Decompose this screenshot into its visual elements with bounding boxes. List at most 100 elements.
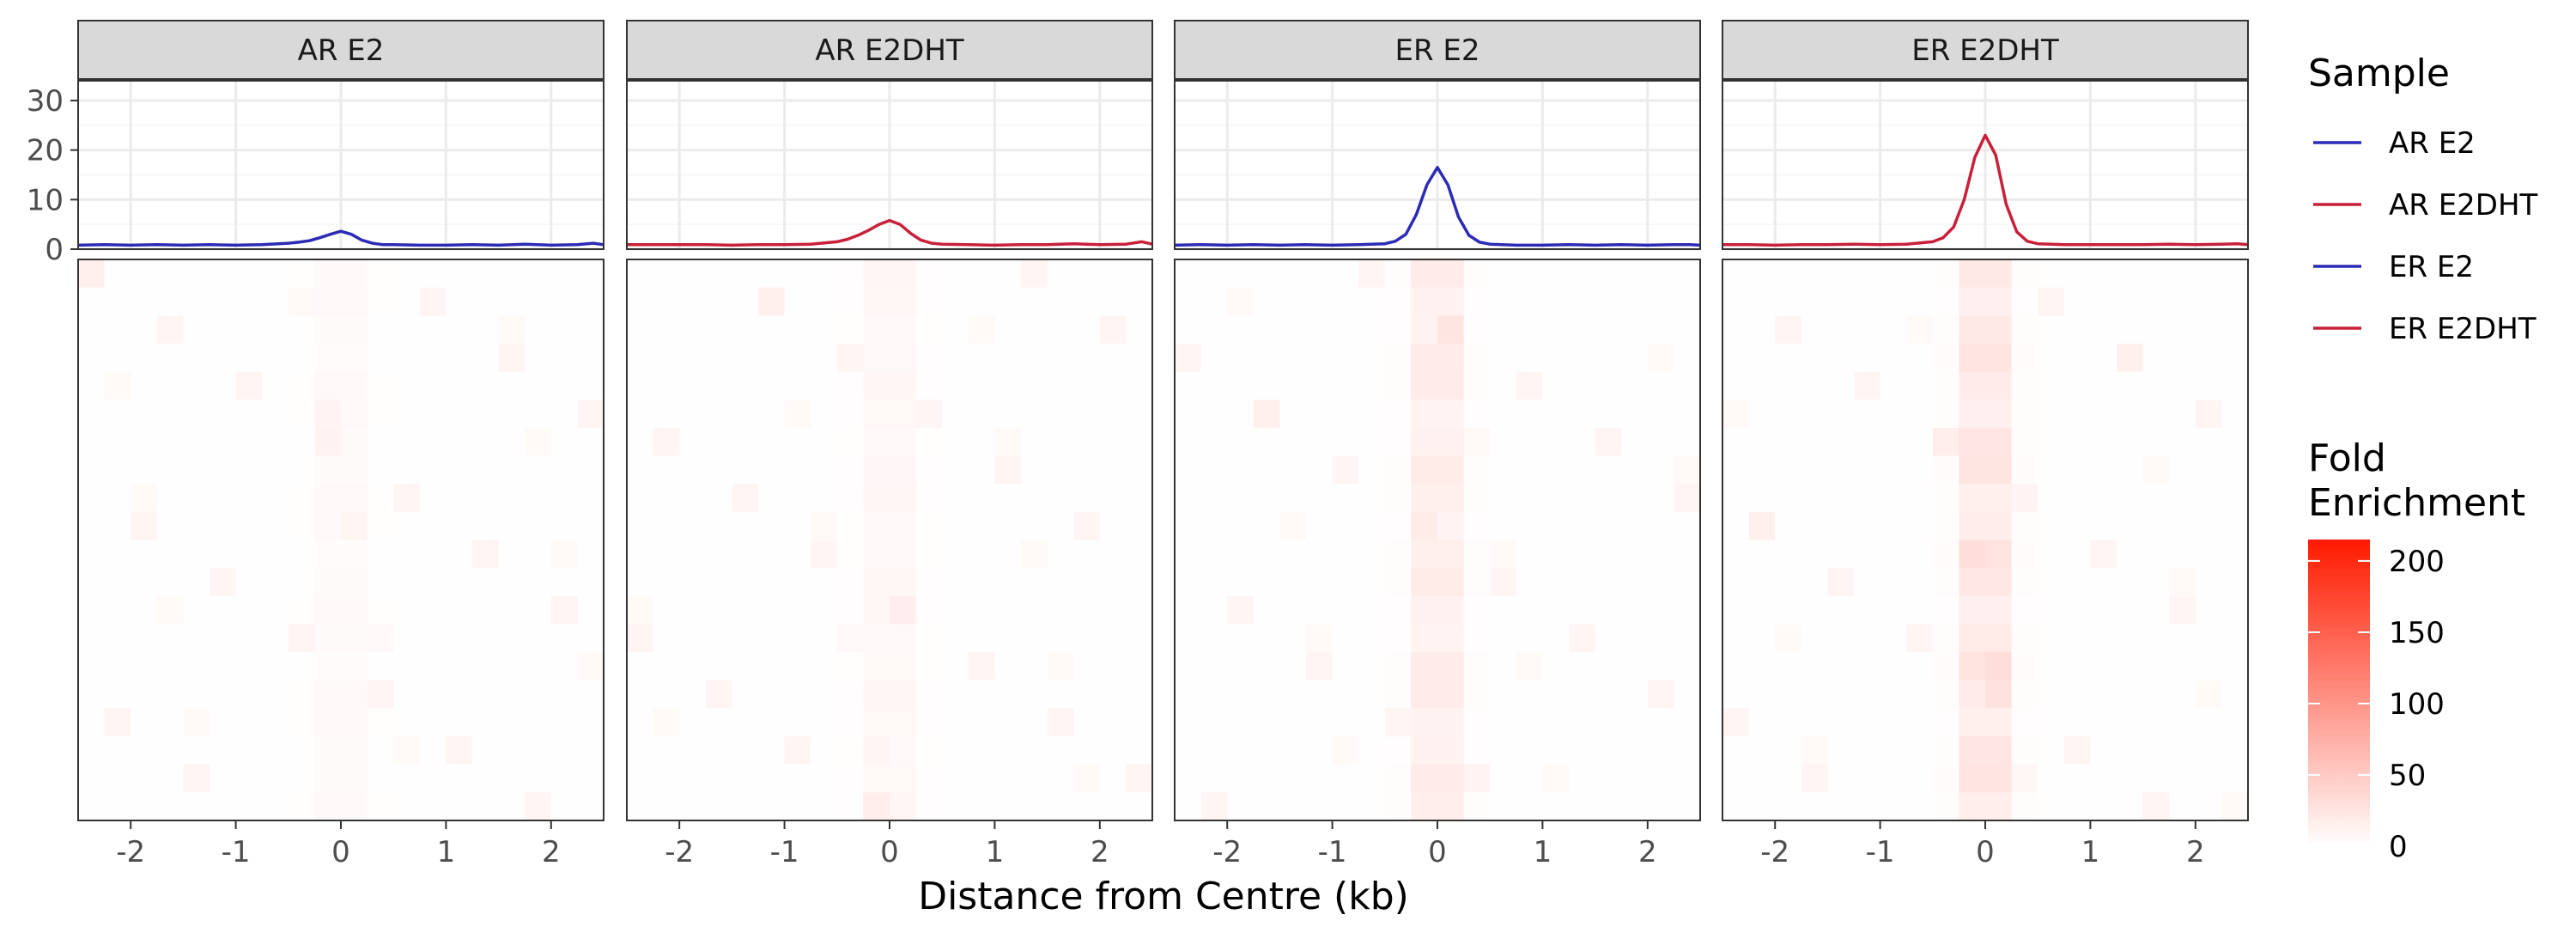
heatmap-cell bbox=[341, 427, 368, 457]
heatmap-cell bbox=[288, 680, 315, 709]
heatmap-cell bbox=[1073, 315, 1101, 345]
facet-er-e2: ER E2 bbox=[1174, 20, 1701, 821]
heatmap-cell bbox=[1959, 399, 1986, 429]
heatmap-cell bbox=[942, 568, 969, 597]
heatmap-cell bbox=[1621, 427, 1649, 457]
heatmap-cell bbox=[2169, 343, 2196, 373]
heatmap-cell bbox=[1047, 708, 1074, 737]
heatmap-cell bbox=[419, 595, 447, 625]
heatmap-cell bbox=[1175, 455, 1202, 485]
heatmap-cell bbox=[446, 455, 473, 485]
heatmap-cell bbox=[577, 764, 605, 793]
heatmap-cell bbox=[2195, 764, 2222, 793]
heatmap-cell bbox=[472, 287, 500, 316]
x-tick-label: 1 bbox=[2081, 835, 2100, 869]
heatmap-cell bbox=[1099, 371, 1127, 400]
heatmap-cell bbox=[811, 764, 838, 793]
heatmap-cell bbox=[1674, 568, 1701, 597]
heatmap-cell bbox=[758, 680, 786, 709]
heatmap-cell bbox=[1775, 343, 1802, 373]
heatmap-cell bbox=[2090, 568, 2117, 597]
heatmap-cell bbox=[1595, 540, 1622, 569]
heatmap-cell bbox=[419, 736, 447, 765]
colorbar-tick-label: 200 bbox=[2389, 545, 2445, 579]
heatmap-cell bbox=[811, 287, 838, 316]
heatmap-cell bbox=[2117, 315, 2144, 345]
heatmap-cell bbox=[1200, 484, 1228, 513]
heatmap-cell bbox=[863, 708, 890, 737]
heatmap-cell bbox=[577, 595, 605, 625]
heatmap-cell bbox=[627, 792, 654, 821]
heatmap-cell bbox=[1674, 399, 1701, 429]
heatmap-cell bbox=[1099, 540, 1127, 569]
heatmap-cell bbox=[78, 595, 106, 625]
heatmap-cell bbox=[1932, 511, 1959, 541]
heatmap-cell bbox=[1621, 511, 1649, 541]
heatmap-cell bbox=[758, 399, 786, 429]
heatmap-cell bbox=[2038, 315, 2065, 345]
heatmap-cell bbox=[863, 652, 890, 681]
heatmap-cell bbox=[653, 259, 680, 289]
heatmap-cell bbox=[1595, 343, 1622, 373]
heatmap-cell bbox=[1647, 792, 1674, 821]
heatmap-cell bbox=[1306, 484, 1334, 513]
heatmap-cell bbox=[679, 371, 707, 400]
heatmap-cell bbox=[2169, 680, 2196, 709]
heatmap-cell bbox=[784, 287, 811, 316]
heatmap-cell bbox=[1595, 764, 1622, 793]
heatmap-cell bbox=[1569, 680, 1596, 709]
heatmap-cell bbox=[1595, 680, 1622, 709]
heatmap-cell bbox=[1253, 595, 1280, 625]
heatmap-cell bbox=[968, 624, 995, 653]
heatmap-cell bbox=[1516, 259, 1543, 289]
heatmap-cell bbox=[1332, 315, 1359, 345]
heatmap-cell bbox=[2221, 427, 2249, 457]
heatmap-cell bbox=[2063, 708, 2091, 737]
heatmap-cell bbox=[1854, 652, 1881, 681]
heatmap-cell bbox=[472, 708, 500, 737]
heatmap-cell bbox=[1932, 371, 1959, 400]
heatmap-cell bbox=[653, 484, 680, 513]
heatmap-cell bbox=[915, 484, 943, 513]
heatmap-cell bbox=[836, 680, 864, 709]
heatmap-cell bbox=[1073, 455, 1101, 485]
heatmap-cell bbox=[890, 568, 917, 597]
heatmap-cell bbox=[1227, 568, 1255, 597]
heatmap-cell bbox=[314, 287, 342, 316]
heatmap-cell bbox=[1674, 595, 1701, 625]
x-tick-label: -2 bbox=[665, 835, 694, 869]
heatmap-cell bbox=[968, 259, 995, 289]
heatmap-cell bbox=[1358, 652, 1386, 681]
heatmap-cell bbox=[183, 764, 210, 793]
heatmap-cell bbox=[968, 736, 995, 765]
heatmap-cell bbox=[1306, 708, 1334, 737]
heatmap-cell bbox=[1827, 540, 1855, 569]
heatmap-cell bbox=[419, 511, 447, 541]
heatmap-cell bbox=[1384, 343, 1412, 373]
heatmap-cell bbox=[1175, 287, 1202, 316]
heatmap-cell bbox=[341, 652, 368, 681]
heatmap-cell bbox=[1542, 455, 1570, 485]
heatmap-cell bbox=[2195, 259, 2222, 289]
heatmap-cell bbox=[627, 708, 654, 737]
heatmap-cell bbox=[705, 680, 732, 709]
heatmap-cell bbox=[942, 287, 969, 316]
heatmap-cell bbox=[705, 484, 732, 513]
heatmap-cell bbox=[1722, 484, 1750, 513]
heatmap-cell bbox=[1801, 455, 1828, 485]
heatmap-cell bbox=[1279, 736, 1307, 765]
heatmap-cell bbox=[1047, 652, 1074, 681]
heatmap-cell bbox=[156, 540, 184, 569]
heatmap-cell bbox=[419, 792, 447, 821]
heatmap-cell bbox=[1621, 708, 1649, 737]
heatmap-cell bbox=[1748, 371, 1776, 400]
heatmap-cell bbox=[1775, 511, 1802, 541]
heatmap-cell bbox=[104, 484, 131, 513]
heatmap-cell bbox=[498, 652, 526, 681]
y-tick-label: 30 bbox=[27, 84, 64, 119]
heatmap-cell bbox=[1827, 399, 1855, 429]
heatmap-cell bbox=[915, 455, 943, 485]
heatmap-cell bbox=[2011, 511, 2038, 541]
heatmap-cell bbox=[1932, 343, 1959, 373]
